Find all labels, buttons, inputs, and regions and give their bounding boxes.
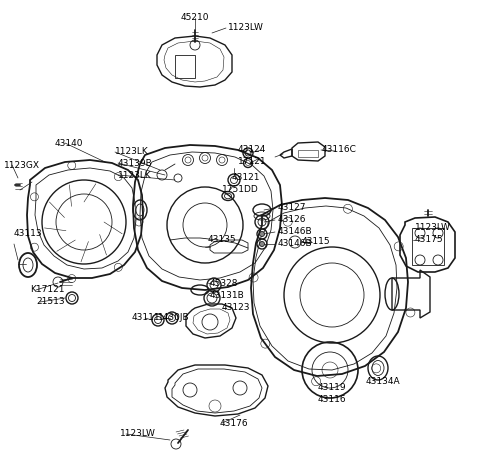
Text: 43146B: 43146B	[278, 227, 312, 237]
Text: 43121: 43121	[232, 173, 261, 183]
Text: 43115: 43115	[302, 238, 331, 247]
Text: 43135: 43135	[208, 234, 237, 244]
Text: 43127: 43127	[278, 204, 307, 212]
Circle shape	[260, 241, 264, 247]
Text: 1123LK: 1123LK	[118, 171, 152, 179]
Text: 43175: 43175	[415, 235, 444, 245]
Text: 1751DD: 1751DD	[222, 185, 259, 194]
Text: 43146B: 43146B	[278, 240, 312, 248]
Text: 1123LW: 1123LW	[228, 23, 264, 33]
Text: 43131B: 43131B	[210, 290, 245, 300]
Text: 17121: 17121	[238, 157, 266, 165]
Text: 1430JB: 1430JB	[158, 314, 190, 322]
Text: 43140: 43140	[55, 138, 84, 148]
Text: 45328: 45328	[210, 279, 239, 288]
Text: 43126: 43126	[278, 215, 307, 225]
Text: 43116C: 43116C	[322, 145, 357, 155]
Text: 1123LK: 1123LK	[115, 148, 149, 157]
Text: 43124: 43124	[238, 145, 266, 155]
Text: 1123LW: 1123LW	[120, 430, 156, 439]
Text: 43116: 43116	[318, 396, 347, 404]
Text: 45210: 45210	[181, 14, 209, 22]
Text: 43134A: 43134A	[366, 377, 401, 386]
Text: 43176: 43176	[220, 418, 249, 427]
Text: 1123LW: 1123LW	[415, 224, 451, 233]
Text: 43123: 43123	[222, 303, 251, 313]
Text: 43113: 43113	[14, 229, 43, 239]
Text: 43139B: 43139B	[118, 158, 153, 167]
Text: K17121: K17121	[30, 286, 64, 295]
Text: 1123GX: 1123GX	[4, 160, 40, 170]
Text: 21513: 21513	[36, 297, 65, 307]
Text: 43111: 43111	[132, 314, 161, 322]
Text: 43119: 43119	[318, 384, 347, 392]
Circle shape	[260, 232, 264, 237]
